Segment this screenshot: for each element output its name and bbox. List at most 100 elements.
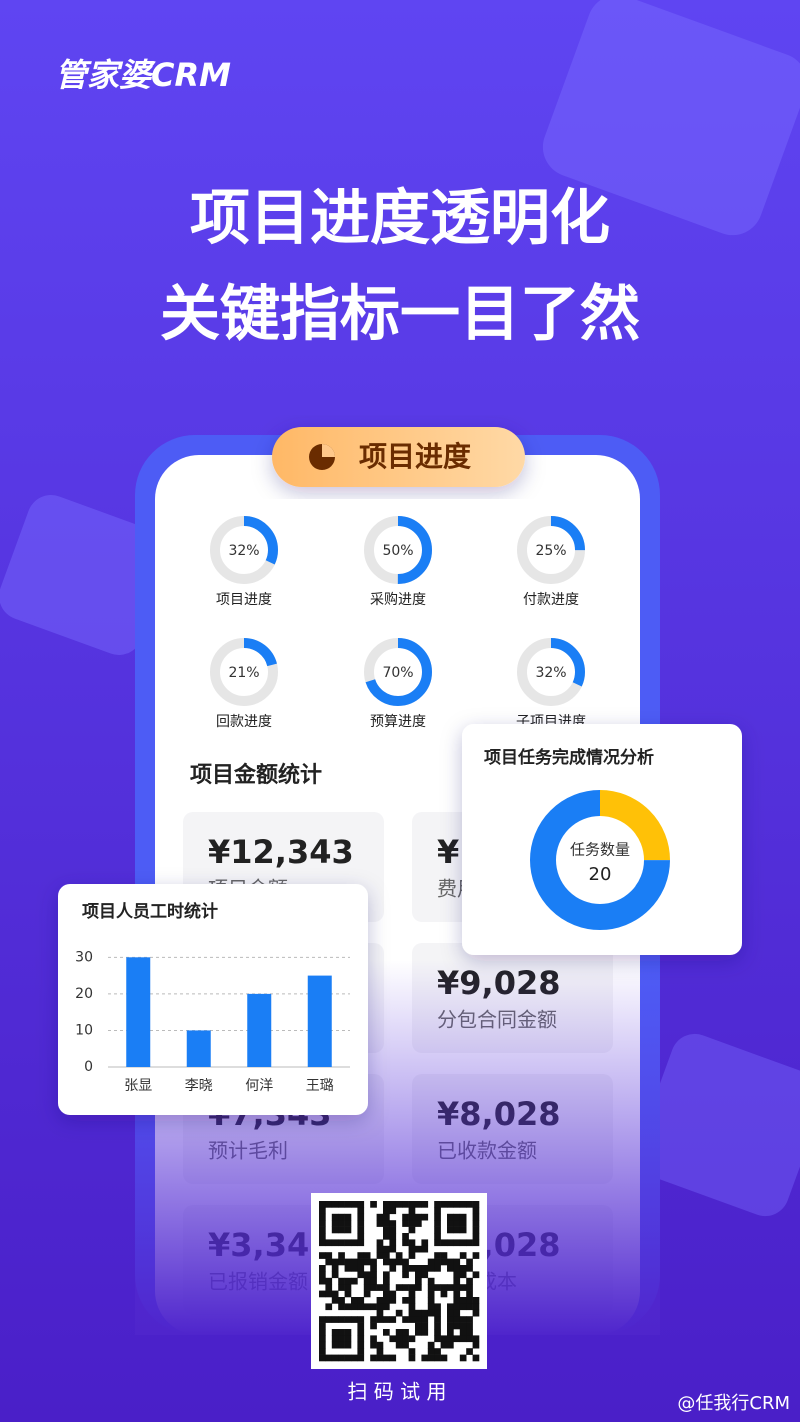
qr-module [453,1226,461,1234]
qr-module [325,1290,333,1298]
qr-module [370,1303,377,1311]
qr-module [472,1303,480,1311]
qr-module [434,1213,441,1221]
qr-module [466,1201,473,1208]
qr-module [319,1316,326,1323]
qr-module [395,1309,403,1317]
ring-value: 25% [535,543,566,559]
qr-module [338,1239,345,1247]
bar [126,957,151,1067]
qr-module [459,1252,467,1259]
qr-module [383,1297,390,1304]
qr-module [370,1322,377,1330]
qr-module [344,1290,352,1298]
qr-module [344,1354,352,1362]
x-tick-label: 何洋 [245,1078,273,1094]
qr-module [408,1239,416,1247]
qr-module [357,1316,365,1323]
qr-module [434,1239,441,1247]
qr-module [389,1335,397,1343]
qr-module [408,1316,416,1323]
qr-module [319,1335,326,1343]
qr-module [466,1258,473,1266]
qr-module [338,1226,345,1234]
qr-module [459,1201,467,1208]
ring-label: 预算进度 [370,714,426,730]
qr-module [389,1245,397,1253]
pie-icon [322,444,335,457]
qr-module [459,1322,467,1330]
qr-module [338,1354,345,1362]
ring-label: 采购进度 [370,592,426,608]
qr-module [319,1277,326,1285]
qr-module [383,1207,390,1215]
qr-module [338,1297,345,1304]
qr-module [447,1335,454,1343]
qr-module [338,1303,345,1311]
qr-module [357,1207,365,1215]
qr-module [472,1271,480,1279]
qr-module [363,1271,371,1279]
qr-module [434,1207,441,1215]
qr-module [415,1245,422,1253]
qr-module [434,1284,441,1291]
qr-module [389,1233,397,1240]
ring-arc [364,638,432,706]
ring-arc [517,638,585,706]
qr-module [338,1277,345,1285]
ring-value: 32% [228,543,259,559]
qr-module [389,1207,397,1215]
qr-module [395,1252,403,1259]
qr-module [319,1341,326,1349]
qr-module [319,1213,326,1221]
qr-module [415,1316,422,1323]
qr-module [402,1329,409,1336]
qr-module [472,1233,480,1240]
qr-module [440,1335,448,1343]
qr-module [363,1303,371,1311]
qr-module [376,1245,384,1253]
qr-module [453,1265,461,1272]
qr-module [363,1277,371,1285]
qr-module [459,1213,467,1221]
qr-module [389,1226,397,1234]
qr-module [383,1201,390,1208]
qr-module [338,1252,345,1259]
qr-module [338,1316,345,1323]
qr-module [421,1239,429,1247]
decoration [0,495,171,655]
qr-module [351,1316,358,1323]
qr-module [370,1316,377,1323]
qr-module [440,1252,448,1259]
qr-module [389,1290,397,1298]
qr-module [402,1284,409,1291]
qr-module [331,1329,339,1336]
ring-value: 70% [382,665,413,681]
qr-module [402,1201,409,1208]
qr-module [459,1239,467,1247]
qr-module [357,1348,365,1355]
amount-title: 项目金额统计 [190,762,322,788]
qr-module [427,1258,435,1266]
qr-module [472,1354,480,1362]
qr-module [331,1297,339,1304]
qr-module [363,1258,371,1266]
qr-module [459,1354,467,1362]
qr-module [472,1226,480,1234]
qr-module [472,1239,480,1247]
qr-module [357,1341,365,1349]
qr-module [395,1258,403,1266]
qr-module [447,1239,454,1247]
qr-module [357,1271,365,1279]
qr-module [357,1354,365,1362]
ring-label: 回款进度 [216,714,272,730]
qr-module [408,1348,416,1355]
qr-module [472,1213,480,1221]
bar [247,993,272,1067]
qr-module [466,1239,473,1247]
qr-module [363,1284,371,1291]
qr-module [427,1341,435,1349]
qr-module [466,1335,473,1343]
headline: 项目进度透明化 [190,184,610,254]
headline: 关键指标一目了然 [160,280,640,350]
